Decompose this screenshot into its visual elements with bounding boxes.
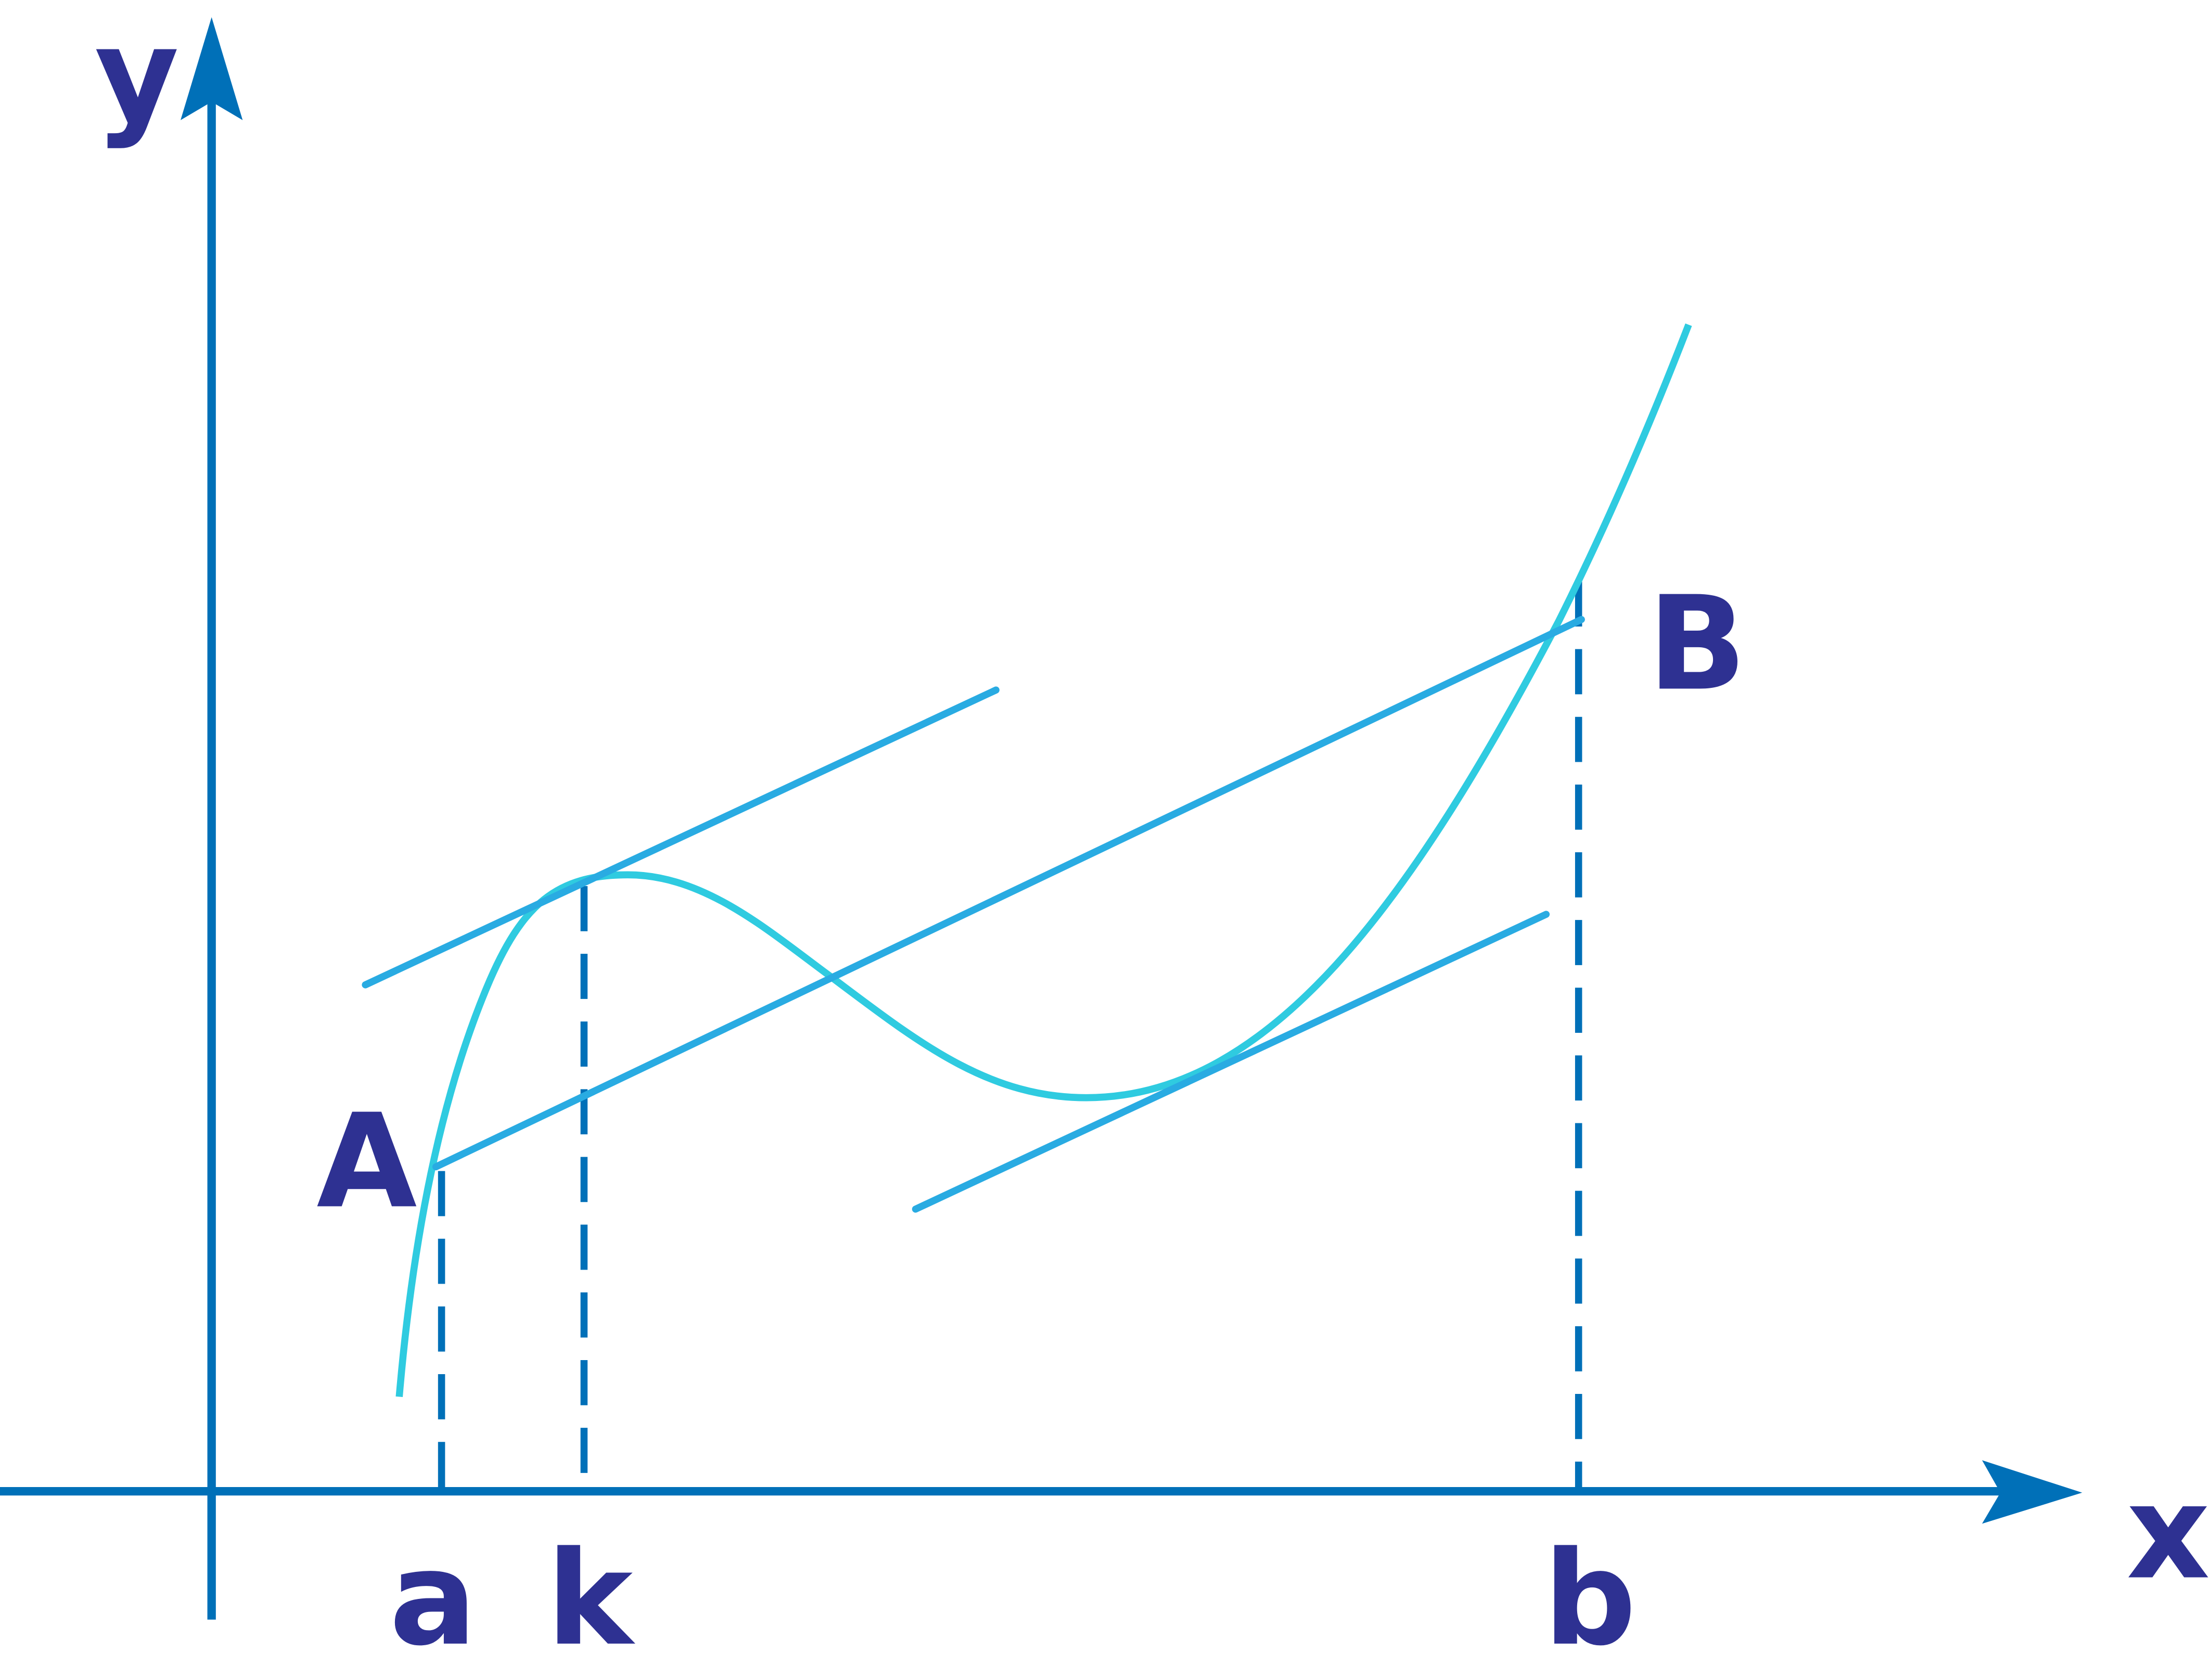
x-arrow (1982, 1460, 2082, 1524)
x-mark-label: a (389, 1523, 477, 1665)
x-mark-label: b (1543, 1523, 1636, 1665)
tangent-k (362, 686, 1000, 989)
point-label: A (316, 1085, 417, 1237)
curve (395, 323, 1692, 1398)
tangent-2 (912, 911, 1550, 1213)
x-label: x (2127, 1456, 2210, 1608)
secant-ab (432, 616, 1585, 1171)
y-arrow (181, 17, 243, 120)
y-label: y (95, 0, 180, 151)
x-mark-label: k (546, 1523, 635, 1665)
point-label: B (1647, 568, 1746, 719)
